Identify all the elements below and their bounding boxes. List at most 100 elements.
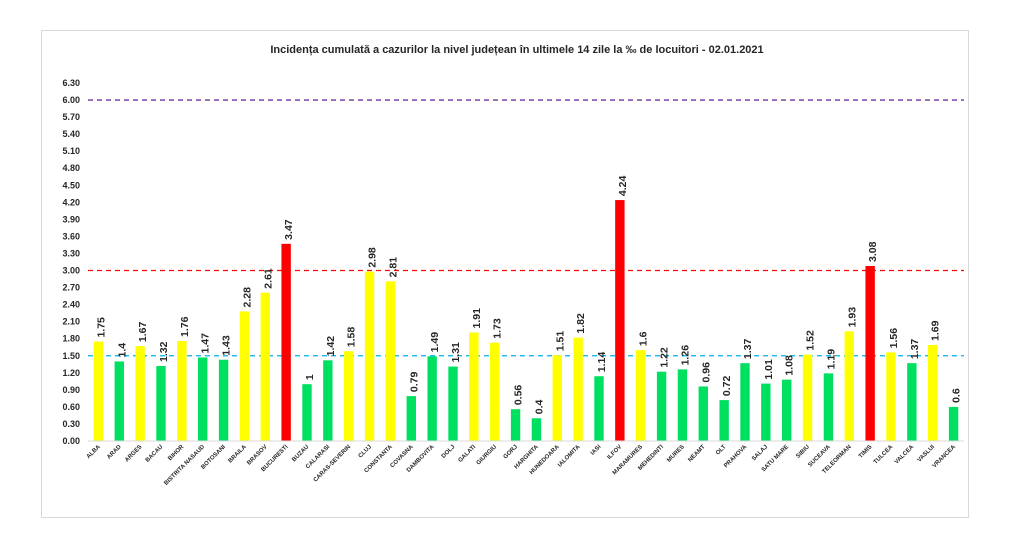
y-tick-label: 2.10	[62, 317, 80, 327]
data-label: 1.22	[659, 347, 671, 368]
bar	[552, 355, 562, 441]
data-label: 1.49	[429, 332, 441, 353]
x-tick-label: IALOMITA	[557, 444, 582, 469]
data-label: 1.14	[596, 352, 608, 373]
bar	[302, 384, 312, 441]
x-tick-label: ARGES	[124, 444, 143, 463]
x-tick-label: IASI	[590, 444, 603, 457]
data-label: 1.76	[179, 316, 191, 337]
data-label: 2.28	[241, 287, 253, 308]
threshold-lines	[88, 99, 964, 357]
bar	[469, 332, 479, 441]
data-label: 1.43	[221, 335, 233, 356]
y-tick-label: 0.90	[62, 385, 80, 395]
bar	[677, 369, 688, 441]
data-label: 1.69	[930, 320, 942, 341]
data-label: 0.96	[700, 362, 712, 383]
bar	[281, 243, 291, 441]
y-tick-label: 4.20	[62, 197, 80, 207]
bar	[865, 265, 875, 441]
bar	[802, 354, 813, 441]
data-label: 1.51	[554, 331, 566, 352]
x-tick-label: TULCEA	[873, 444, 895, 466]
y-tick-label: 6.00	[62, 95, 80, 105]
bar	[135, 346, 145, 441]
y-tick-label: 5.40	[62, 129, 80, 139]
data-label: 1.08	[784, 355, 796, 376]
bar	[260, 292, 270, 441]
bar	[427, 356, 437, 441]
x-tick-label: VASLUI	[917, 444, 937, 464]
data-label: 3.47	[283, 219, 295, 240]
x-tick-label: MURES	[666, 444, 686, 464]
x-tick-label: OLT	[715, 444, 728, 457]
bar	[761, 383, 771, 441]
bar	[490, 342, 500, 441]
y-tick-label: 3.30	[62, 248, 80, 258]
x-tick-label: PRAHOVA	[723, 444, 749, 470]
data-label: 1.6	[638, 331, 650, 346]
bar	[823, 373, 834, 441]
y-tick-label: 1.20	[62, 368, 80, 378]
bar	[656, 371, 667, 441]
y-tick-label: 0.30	[62, 419, 80, 429]
data-label: 1.52	[805, 330, 817, 351]
x-tick-label: GALATI	[458, 444, 478, 464]
data-label: 1.47	[200, 333, 212, 354]
y-tick-label: 3.90	[62, 214, 80, 224]
x-tick-label: CLUJ	[358, 444, 373, 459]
chart-title: Incidența cumulată a cazurilor la nivel …	[270, 44, 763, 56]
x-tick-label: ARAD	[106, 444, 123, 461]
data-label: 2.98	[367, 247, 379, 268]
data-label: 1.26	[679, 345, 691, 366]
data-label: 1	[304, 374, 316, 380]
data-label: 1.93	[846, 307, 858, 328]
y-axis: 0.00 0.30 0.60 0.90 1.20 1.50 1.80 2.10 2.40 2.70…	[62, 78, 80, 446]
data-label: 0.6	[951, 388, 963, 403]
y-tick-label: 2.70	[62, 283, 80, 293]
data-label: 1.32	[158, 341, 170, 362]
data-label: 0.79	[408, 372, 420, 393]
bar-chart: Incidența cumulată a cazurilor la nivel …	[62, 44, 964, 487]
bar	[594, 376, 604, 441]
y-tick-label: 3.00	[62, 266, 80, 276]
x-tick-label: DOLJ	[441, 444, 457, 460]
bar	[948, 406, 959, 441]
bar	[218, 359, 229, 441]
bar	[364, 271, 375, 441]
bar	[886, 352, 896, 441]
bar	[782, 379, 792, 441]
y-tick-label: 1.80	[62, 334, 80, 344]
x-tick-label: CARAS-SEVERIN	[313, 444, 352, 483]
y-tick-label: 0.60	[62, 402, 80, 412]
bar	[198, 357, 208, 441]
data-label: 0.56	[513, 385, 525, 406]
data-label: 1.56	[888, 328, 900, 349]
y-tick-label: 2.40	[62, 300, 80, 310]
data-label: 1.58	[346, 327, 358, 348]
bar	[573, 337, 583, 441]
x-tick-label: BACAU	[145, 444, 165, 464]
x-tick-label: SALAJ	[751, 444, 769, 462]
data-label: 2.81	[387, 257, 399, 278]
bar	[740, 363, 750, 441]
data-label: 1.82	[575, 313, 587, 334]
y-tick-label: 6.30	[62, 78, 80, 88]
bar	[844, 331, 854, 441]
bar	[448, 366, 458, 441]
bar	[510, 409, 521, 441]
x-tick-label: BIHOR	[167, 444, 185, 462]
data-label: 0.72	[721, 375, 733, 396]
x-tick-label: NEAMT	[687, 444, 707, 464]
bar	[344, 351, 354, 441]
bar	[239, 311, 250, 441]
y-tick-label: 5.10	[62, 146, 80, 156]
data-label: 1.91	[471, 308, 483, 329]
data-labels: 1.75 1.4 1.67 1.32 1.76 1.47 1.43 2.28 2.61 3.47 1…	[95, 175, 962, 414]
y-tick-label: 3.60	[62, 231, 80, 241]
bar	[531, 418, 542, 441]
data-label: 1.73	[492, 318, 504, 339]
bar	[907, 363, 917, 441]
bar	[323, 360, 333, 441]
